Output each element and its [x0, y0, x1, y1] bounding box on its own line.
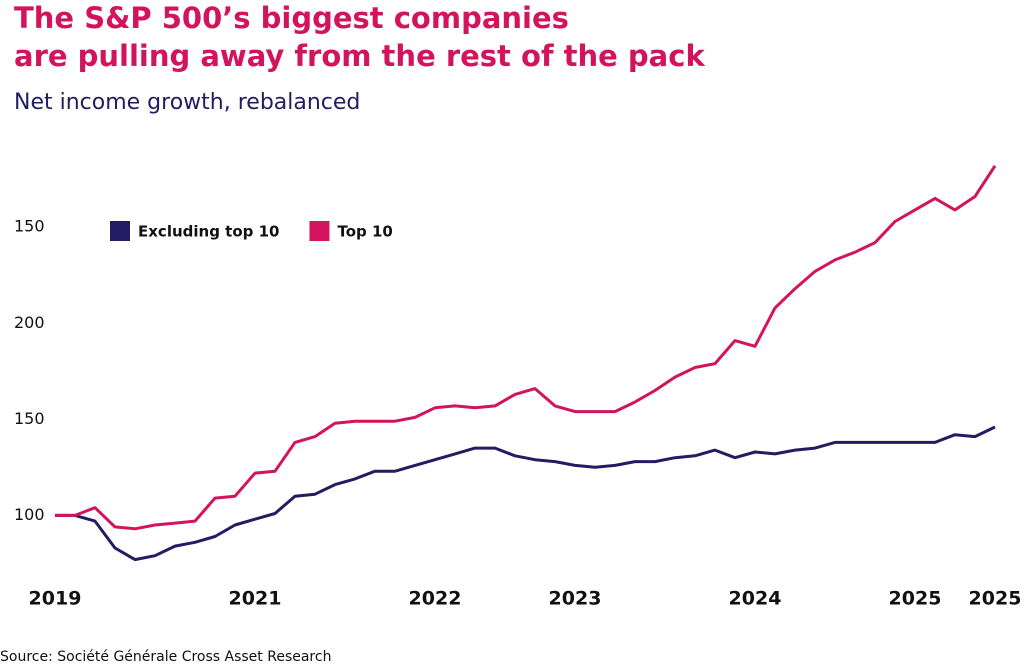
x-tick-label: 2025 [889, 588, 942, 610]
legend-swatch [309, 221, 330, 241]
x-tick-label: 2022 [409, 588, 462, 610]
chart-title: The S&P 500’s biggest companies [14, 1, 569, 35]
y-tick-label: 150 [14, 217, 45, 236]
x-tick-label: 2019 [29, 588, 82, 610]
x-tick-label: 2023 [549, 588, 602, 610]
series-line [55, 425, 996, 562]
x-tick-label: 2025 [969, 588, 1022, 610]
series-line [55, 164, 997, 531]
legend-swatch [110, 221, 130, 241]
x-tick-label: 2024 [729, 588, 782, 610]
legend-label: Top 10 [337, 223, 392, 241]
y-tick-label: 150 [14, 409, 45, 428]
y-tick-label: 100 [14, 505, 45, 524]
legend-label: Excluding top 10 [138, 223, 279, 241]
chart-subtitle: Net income growth, rebalanced [14, 90, 360, 115]
chart-title: are pulling away from the rest of the pa… [14, 39, 705, 73]
y-tick-label: 200 [14, 313, 45, 332]
x-tick-label: 2021 [229, 588, 282, 610]
source: Source: Société Générale Cross Asset Res… [0, 649, 331, 665]
